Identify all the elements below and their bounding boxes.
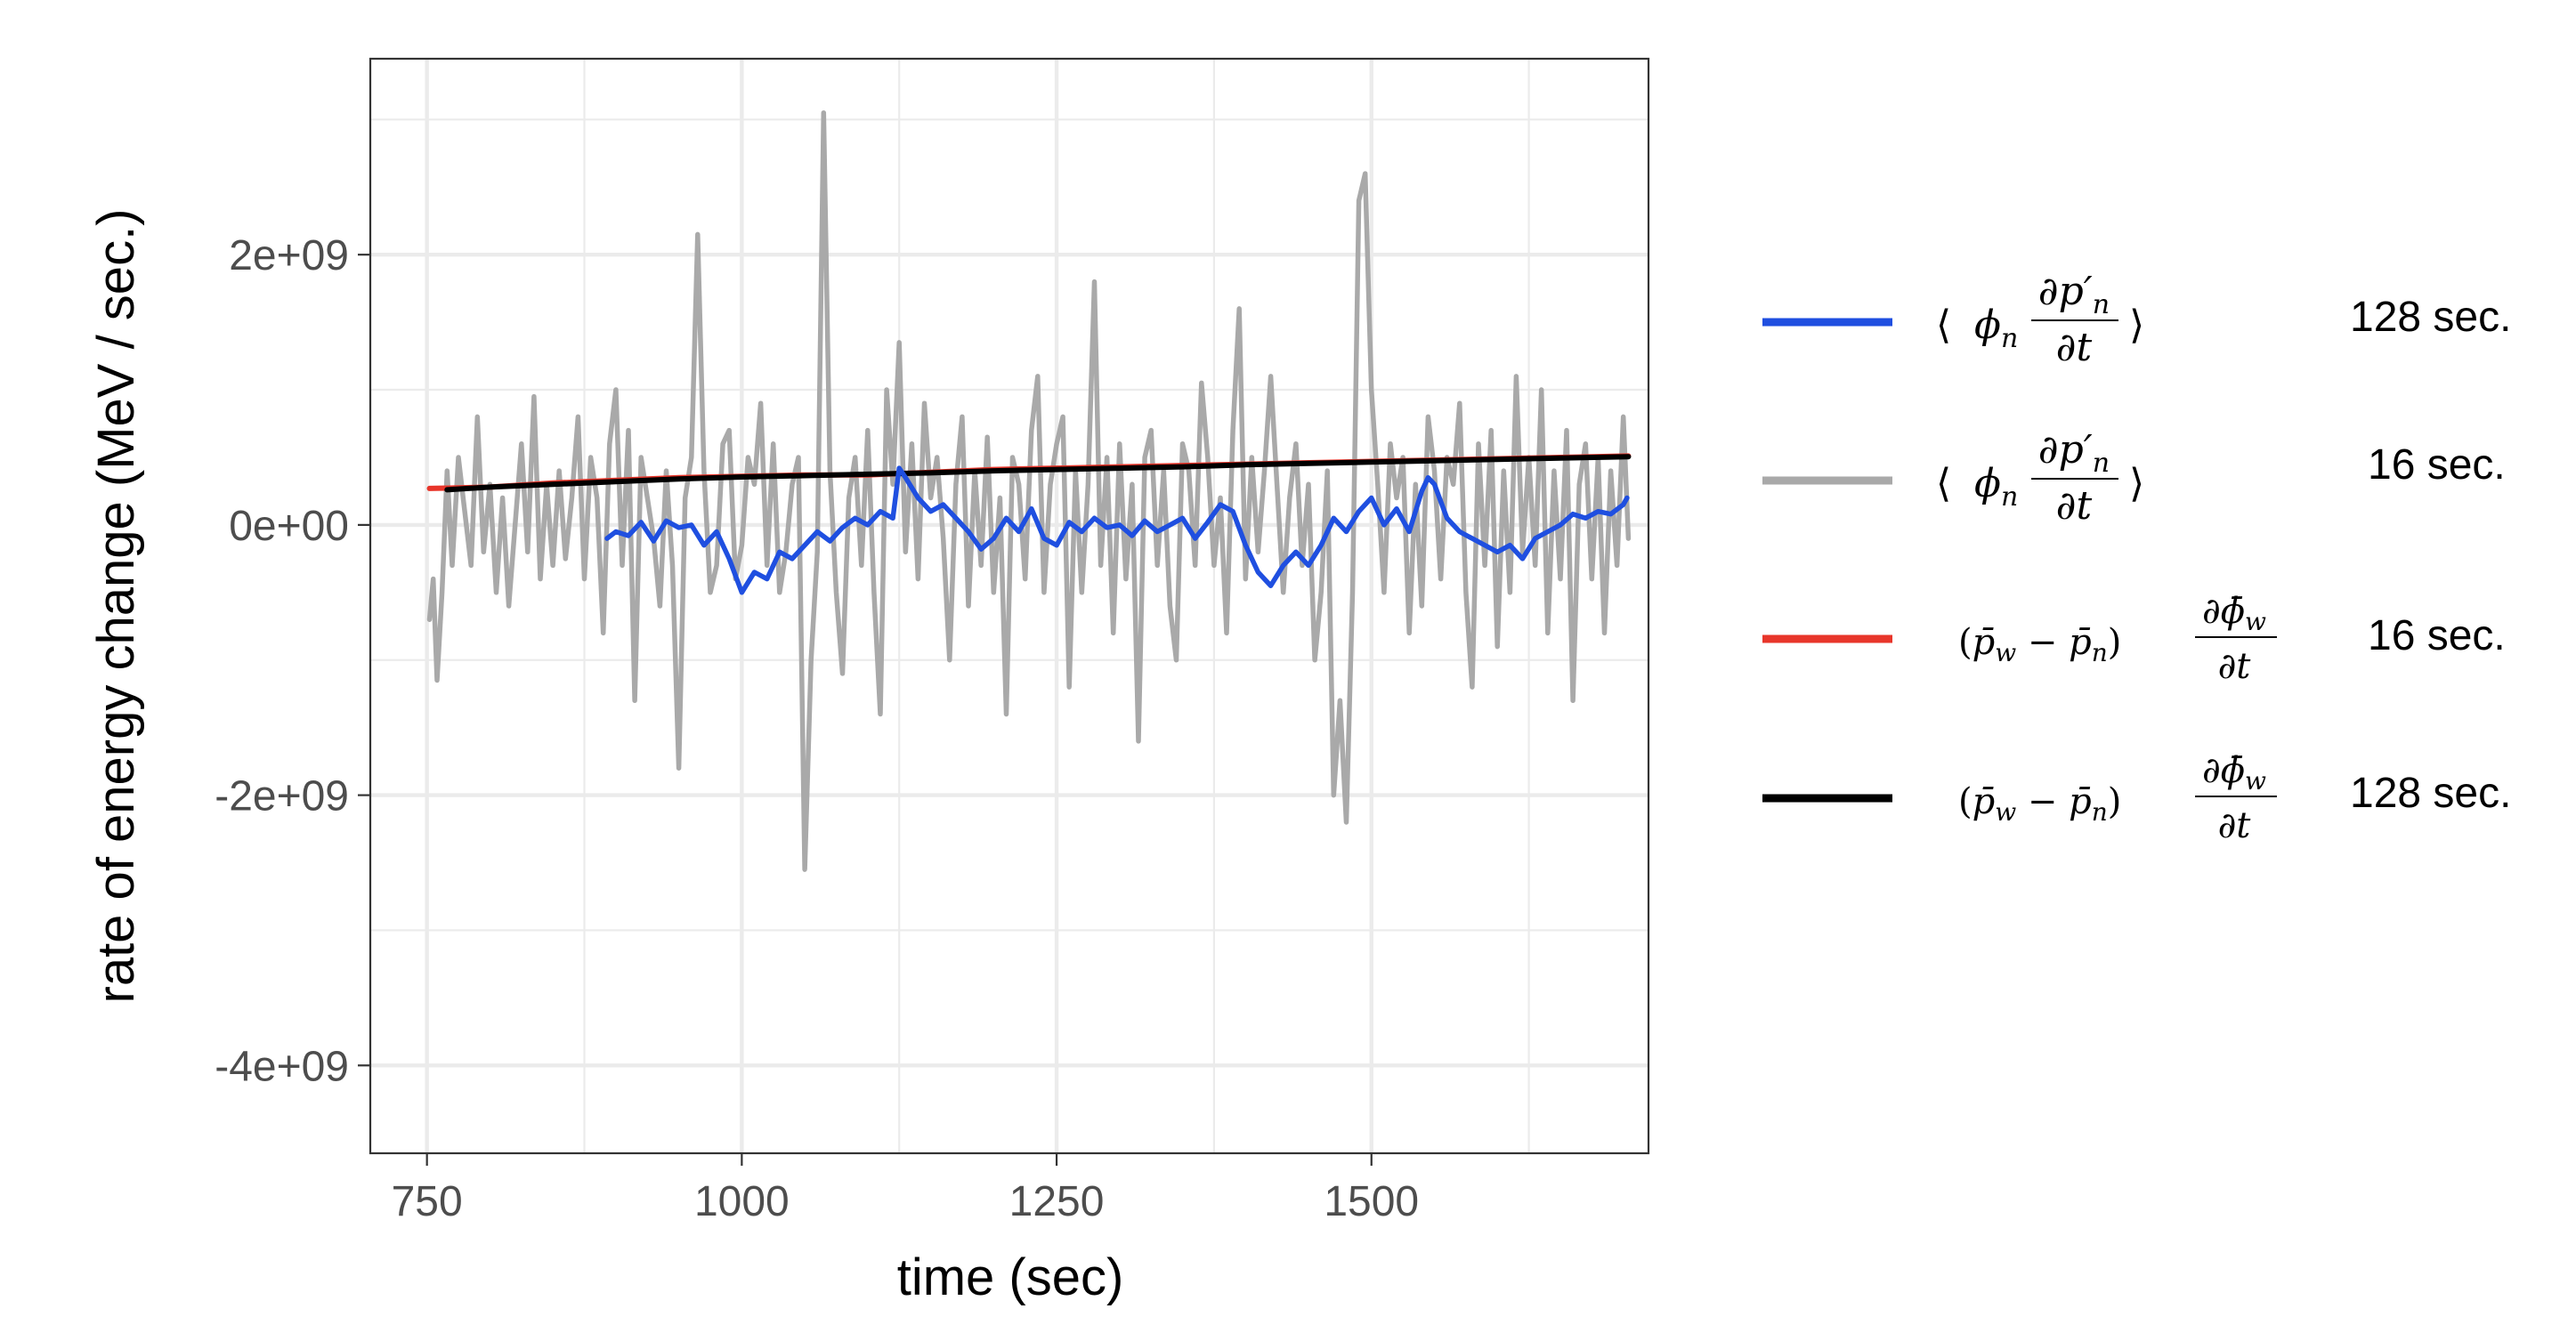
svg-text:∂t: ∂t bbox=[2218, 805, 2252, 846]
svg-text:⟨: ⟨ bbox=[1936, 461, 1951, 506]
series-line-blue-128s bbox=[604, 465, 1630, 595]
series-layer bbox=[426, 109, 1632, 872]
x-tick-label: 1000 bbox=[694, 1178, 790, 1225]
x-tick-label: 750 bbox=[392, 1178, 463, 1225]
y-tick-label: -4e+09 bbox=[215, 1043, 349, 1090]
series-line-gray-16s bbox=[426, 109, 1632, 872]
svg-text:⟩: ⟩ bbox=[2129, 303, 2144, 348]
svg-text:(p̄w − p̄n): (p̄w − p̄n) bbox=[1958, 781, 2121, 827]
grid-minor bbox=[370, 59, 1648, 1153]
series-line-black-128s bbox=[444, 454, 1632, 493]
y-tick-label: 0e+00 bbox=[229, 503, 349, 550]
svg-text:∂t: ∂t bbox=[2056, 483, 2093, 529]
x-tick-label: 1500 bbox=[1324, 1178, 1419, 1225]
legend-window-label: 16 sec. bbox=[2368, 441, 2506, 489]
svg-text:⟩: ⟩ bbox=[2129, 461, 2144, 506]
y-axis-title: rate of energy change (MeV / sec.) bbox=[87, 209, 145, 1004]
plot-panel-border bbox=[369, 57, 1650, 1155]
y-tick-label: -2e+09 bbox=[215, 773, 349, 820]
legend-formula-pressure-diff-2: (p̄w − p̄n) ∂ϕ̄w ∂t bbox=[1958, 750, 2277, 846]
y-tick-label: 2e+09 bbox=[229, 232, 349, 279]
svg-text:∂p′n: ∂p′n bbox=[2038, 427, 2110, 479]
legend-window-label: 128 sec. bbox=[2350, 770, 2511, 817]
legend-window-label: 128 sec. bbox=[2350, 294, 2511, 341]
svg-text:∂t: ∂t bbox=[2218, 646, 2252, 687]
x-tick-label: 1250 bbox=[1009, 1178, 1105, 1225]
svg-text:⟨: ⟨ bbox=[1936, 303, 1951, 348]
legend-formula-pressure-diff-1: (p̄w − p̄n) ∂ϕ̄w ∂t bbox=[1958, 591, 2277, 687]
legend-formula-phi-dp-1: ⟨ ϕn ∂p′n ∂t ⟩ bbox=[1936, 269, 2144, 370]
legend: ⟨ ϕn ∂p′n ∂t ⟩ ⟨ ϕn ∂p′n ∂t ⟩ (p̄w − p̄n… bbox=[1762, 269, 2511, 846]
x-axis-title: time (sec) bbox=[897, 1248, 1124, 1306]
plot-panel bbox=[369, 57, 1650, 1155]
svg-text:∂t: ∂t bbox=[2056, 325, 2093, 370]
svg-text:(p̄w − p̄n): (p̄w − p̄n) bbox=[1958, 622, 2121, 667]
legend-window-label: 16 sec. bbox=[2368, 612, 2506, 659]
x-axis: 750 1000 1250 1500 bbox=[392, 1153, 1419, 1225]
y-axis: -4e+09 -2e+09 0e+00 2e+09 bbox=[215, 232, 370, 1090]
